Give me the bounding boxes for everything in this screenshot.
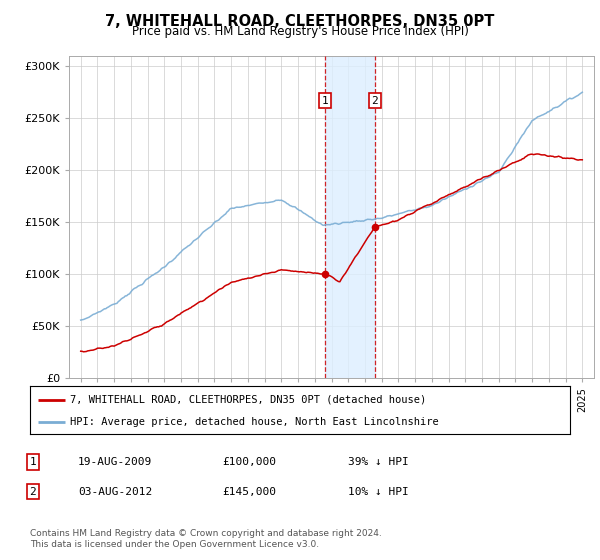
Text: 1: 1 [29, 457, 37, 467]
Text: 7, WHITEHALL ROAD, CLEETHORPES, DN35 0PT (detached house): 7, WHITEHALL ROAD, CLEETHORPES, DN35 0PT… [71, 395, 427, 405]
Text: £100,000: £100,000 [222, 457, 276, 467]
Bar [325, 56, 374, 378]
Text: 39% ↓ HPI: 39% ↓ HPI [348, 457, 409, 467]
Text: 2: 2 [29, 487, 37, 497]
Text: HPI: Average price, detached house, North East Lincolnshire: HPI: Average price, detached house, Nort… [71, 417, 439, 427]
Text: 2: 2 [371, 96, 378, 106]
Text: 10% ↓ HPI: 10% ↓ HPI [348, 487, 409, 497]
Text: 7, WHITEHALL ROAD, CLEETHORPES, DN35 0PT: 7, WHITEHALL ROAD, CLEETHORPES, DN35 0PT [106, 14, 494, 29]
Text: Contains HM Land Registry data © Crown copyright and database right 2024.
This d: Contains HM Land Registry data © Crown c… [30, 529, 382, 549]
Text: Price paid vs. HM Land Registry's House Price Index (HPI): Price paid vs. HM Land Registry's House … [131, 25, 469, 38]
Text: £145,000: £145,000 [222, 487, 276, 497]
Text: 1: 1 [322, 96, 329, 106]
Text: 03-AUG-2012: 03-AUG-2012 [78, 487, 152, 497]
Text: 19-AUG-2009: 19-AUG-2009 [78, 457, 152, 467]
